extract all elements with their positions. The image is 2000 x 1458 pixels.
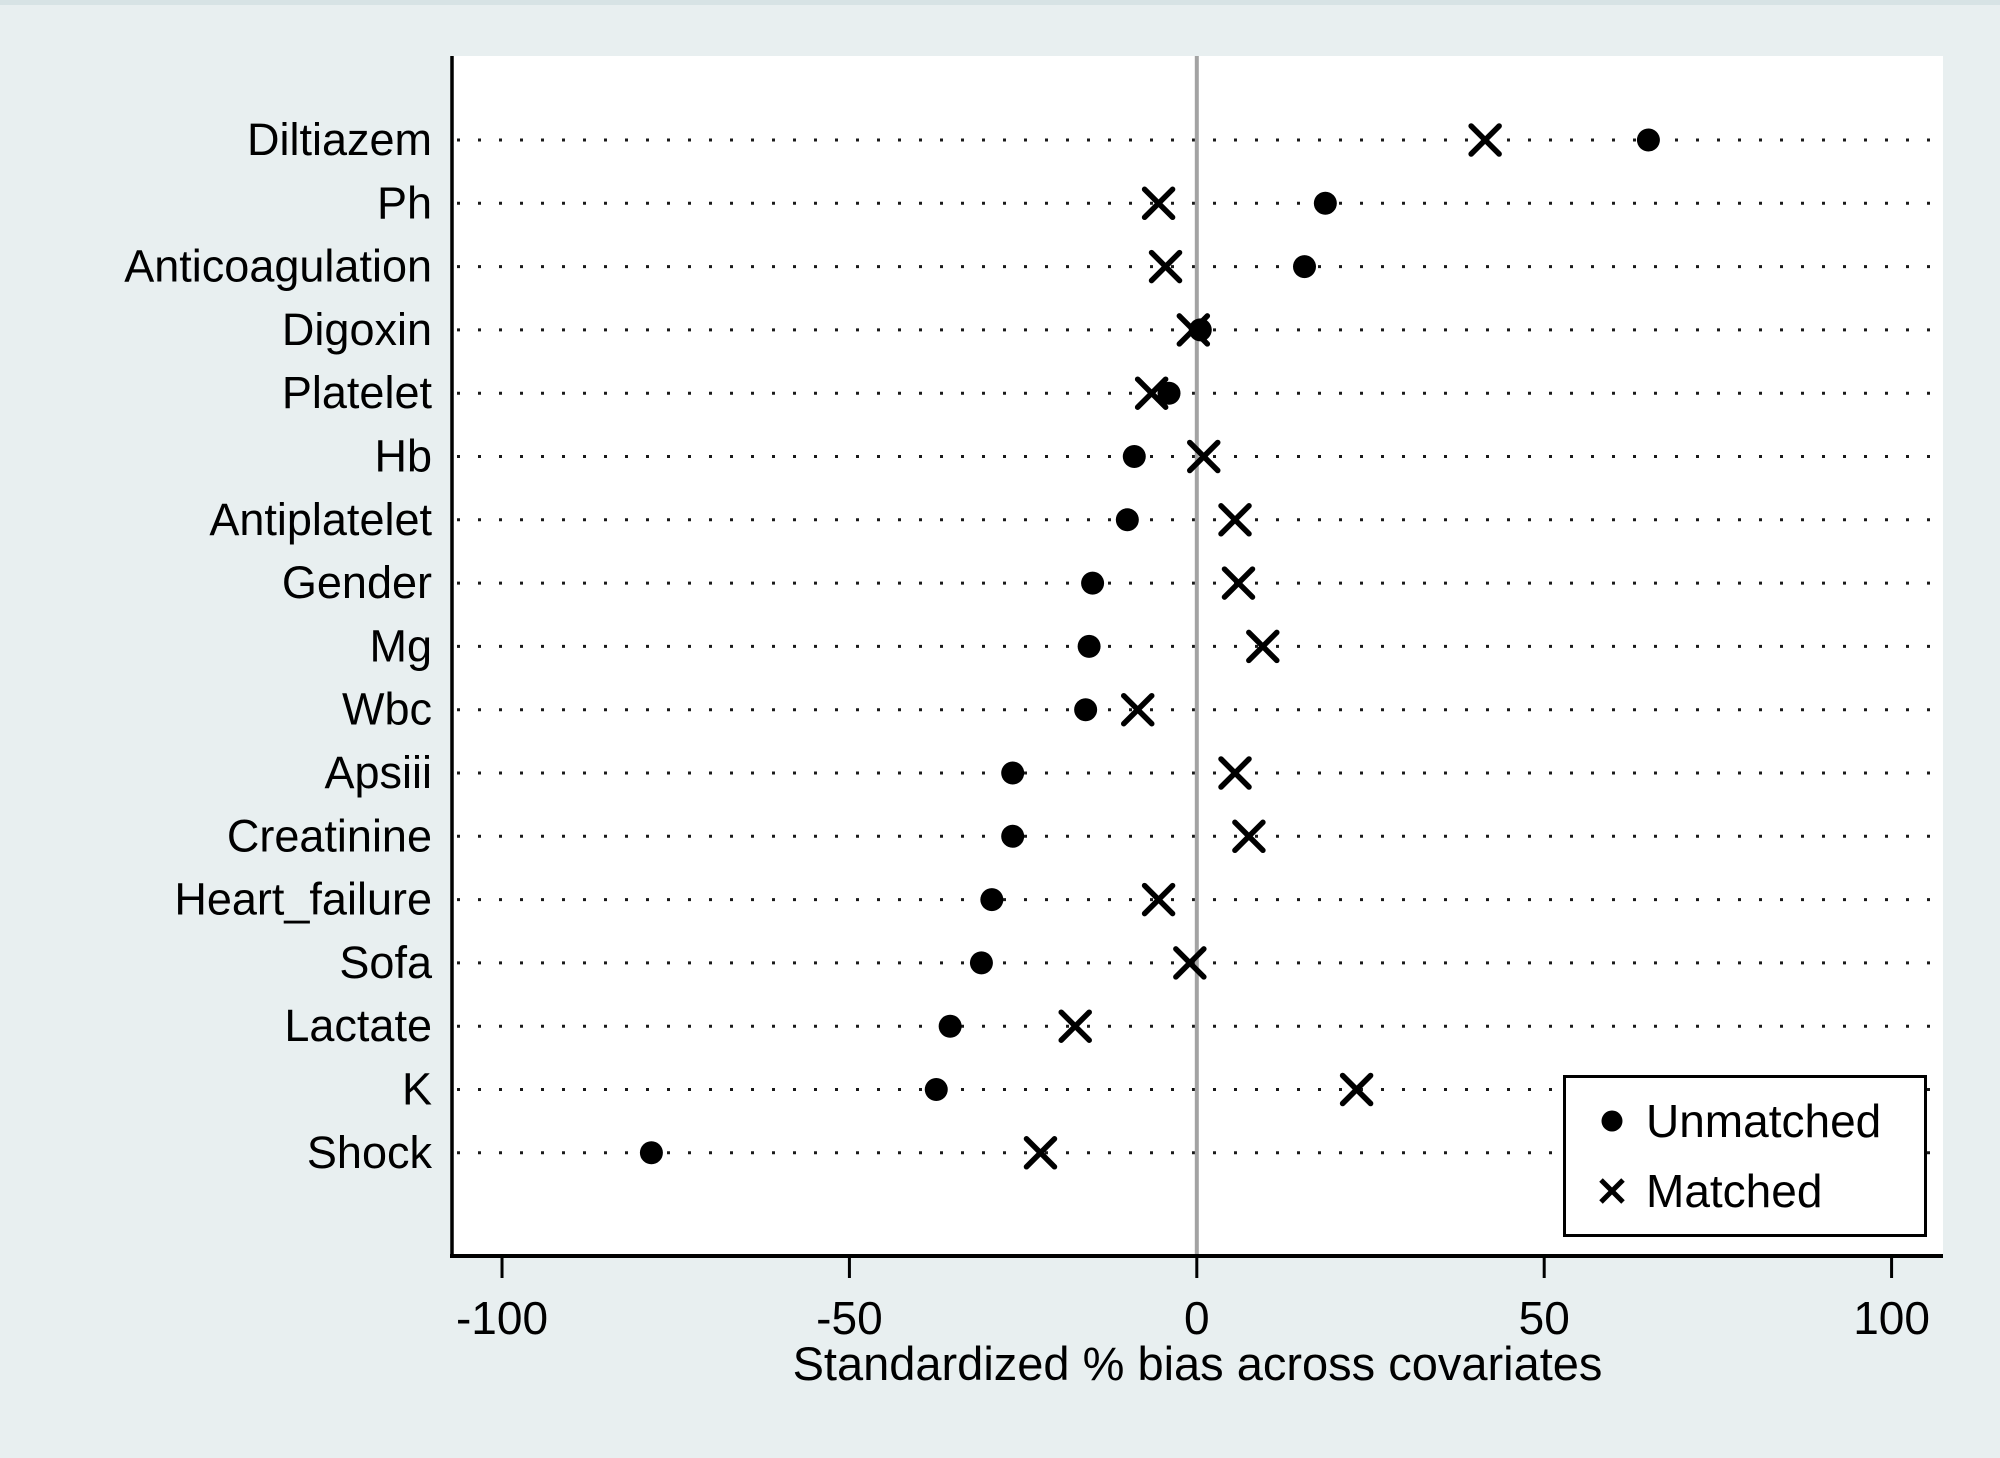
data-point-matched xyxy=(1218,756,1252,790)
y-axis-label: Heart_failure xyxy=(174,874,432,925)
y-axis-label: Lactate xyxy=(284,1000,432,1051)
y-axis-label: Antiplatelet xyxy=(209,494,432,545)
data-point-unmatched xyxy=(1001,824,1025,848)
y-axis-label: Gender xyxy=(282,557,432,608)
data-point-unmatched xyxy=(1122,445,1146,468)
data-point-unmatched xyxy=(924,1078,948,1101)
data-point-matched xyxy=(1141,186,1176,221)
data-point-unmatched xyxy=(1313,191,1337,215)
data-point-unmatched xyxy=(1077,634,1101,658)
data-point-unmatched xyxy=(639,1141,663,1165)
data-point-matched xyxy=(1023,1136,1058,1170)
data-point-unmatched xyxy=(1636,128,1660,152)
data-point-matched xyxy=(1134,376,1169,410)
top-border-strip xyxy=(0,0,2000,5)
y-axis-label: Apsiii xyxy=(324,747,432,798)
legend-row-unmatched: Unmatched xyxy=(1596,1094,1924,1148)
data-point-matched xyxy=(1120,692,1155,727)
x-axis-tick-label: 50 xyxy=(1519,1292,1570,1344)
y-axis-label: K xyxy=(402,1064,432,1115)
y-axis-label: Sofa xyxy=(339,937,433,988)
data-point-matched xyxy=(1232,819,1266,854)
data-point-unmatched xyxy=(1157,381,1181,405)
legend: Unmatched Matched xyxy=(1563,1075,1927,1237)
data-point-unmatched xyxy=(938,1014,962,1038)
data-point-matched xyxy=(1058,1009,1092,1043)
y-axis-label: Diltiazem xyxy=(247,114,432,165)
y-axis-label: Digoxin xyxy=(282,304,432,355)
data-point-matched xyxy=(1141,882,1176,917)
matched-x-marker-icon xyxy=(1596,1175,1628,1207)
data-point-unmatched xyxy=(1001,761,1025,785)
y-axis-label: Platelet xyxy=(282,367,433,418)
x-axis-title: Standardized % bias across covariates xyxy=(792,1337,1603,1390)
data-point-matched xyxy=(1148,249,1183,284)
x-axis-tick-label: -50 xyxy=(816,1292,882,1344)
data-point-unmatched xyxy=(1292,255,1316,279)
legend-row-matched: Matched xyxy=(1596,1164,1924,1218)
data-point-unmatched xyxy=(1115,508,1139,532)
y-axis-label: Creatinine xyxy=(227,810,432,861)
y-axis-label: Hb xyxy=(374,431,432,482)
y-axis-label: Wbc xyxy=(342,684,432,735)
data-point-matched xyxy=(1176,313,1211,347)
data-point-unmatched xyxy=(1074,698,1098,722)
data-point-matched xyxy=(1221,566,1256,600)
data-point-unmatched xyxy=(980,888,1004,912)
unmatched-circle-marker-icon xyxy=(1596,1105,1628,1137)
data-point-unmatched xyxy=(1081,571,1105,595)
legend-label-unmatched: Unmatched xyxy=(1646,1095,1882,1147)
data-point-matched xyxy=(1468,123,1502,157)
data-point-matched xyxy=(1246,629,1280,664)
data-point-unmatched xyxy=(969,951,993,975)
x-axis-tick-label: 100 xyxy=(1853,1292,1930,1344)
y-axis-label: Shock xyxy=(307,1127,433,1178)
x-axis-tick-label: -100 xyxy=(456,1292,548,1344)
data-point-matched xyxy=(1218,503,1252,537)
data-point-matched xyxy=(1187,439,1221,474)
data-point-matched xyxy=(1173,946,1207,980)
data-point-matched xyxy=(1339,1072,1374,1107)
y-axis-label: Ph xyxy=(377,177,432,228)
y-axis-label: Anticoagulation xyxy=(124,241,432,292)
y-axis-label: Mg xyxy=(369,620,432,671)
x-axis-tick-label: 0 xyxy=(1184,1292,1210,1344)
legend-label-matched: Matched xyxy=(1646,1165,1823,1217)
data-point-unmatched xyxy=(1188,318,1212,342)
